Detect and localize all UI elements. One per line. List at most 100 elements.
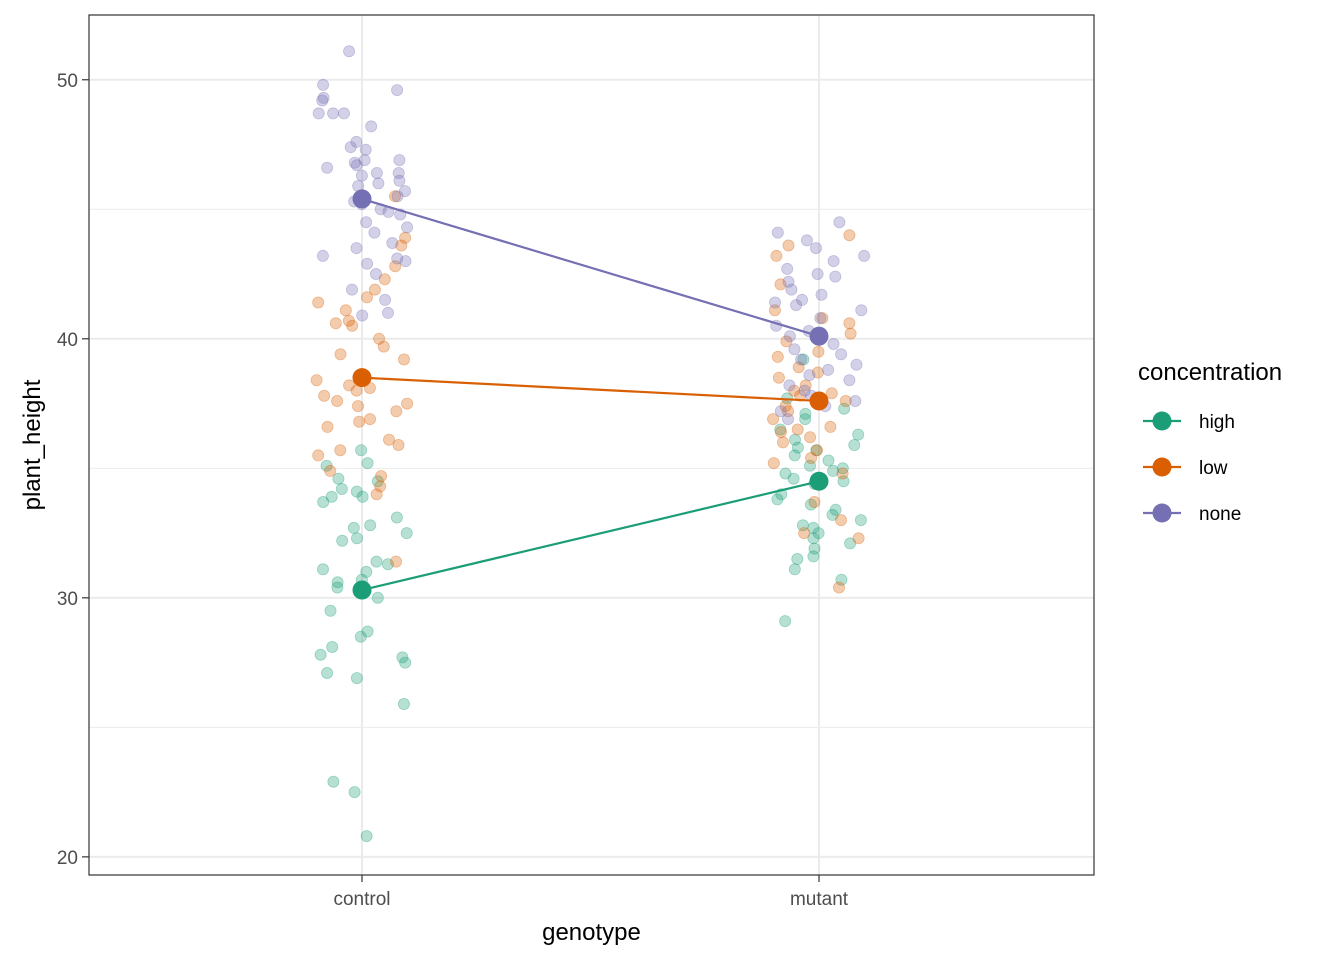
data-point-low xyxy=(799,379,812,392)
data-point-low xyxy=(378,273,391,286)
data-point-none xyxy=(391,252,404,265)
data-point-low xyxy=(794,389,807,402)
data-point-low xyxy=(798,527,811,540)
data-point-none xyxy=(327,107,340,120)
data-point-none xyxy=(361,257,374,270)
data-point-none xyxy=(312,107,325,120)
data-point-none xyxy=(798,384,811,397)
data-point-low xyxy=(779,400,792,413)
data-point-none xyxy=(350,135,363,148)
mean-point-high xyxy=(809,471,829,491)
data-point-low xyxy=(395,239,408,252)
data-point-none xyxy=(393,174,406,187)
data-point-none xyxy=(769,296,782,309)
data-point-low xyxy=(770,249,783,262)
y-axis-title: plant_height xyxy=(19,379,46,510)
data-point-high xyxy=(837,475,850,488)
data-point-high xyxy=(788,563,801,576)
data-point-low xyxy=(825,387,838,400)
data-point-low xyxy=(812,345,825,358)
data-point-high xyxy=(390,511,403,524)
data-point-none xyxy=(771,226,784,239)
data-point-low xyxy=(399,231,412,244)
data-point-high xyxy=(789,433,802,446)
data-point-high xyxy=(350,485,363,498)
data-point-high xyxy=(332,472,345,485)
data-point-high xyxy=(400,527,413,540)
data-point-none xyxy=(355,169,368,182)
data-point-none xyxy=(800,234,813,247)
data-point-low xyxy=(833,581,846,594)
data-point-high xyxy=(361,625,374,638)
data-point-none xyxy=(783,330,796,343)
data-point-low xyxy=(835,514,848,527)
legend-label-low: low xyxy=(1199,458,1228,479)
data-point-low xyxy=(844,327,857,340)
jittered-points xyxy=(310,45,871,843)
data-point-high xyxy=(361,457,374,470)
data-point-high xyxy=(360,565,373,578)
mean-lines xyxy=(361,197,820,592)
data-point-high xyxy=(791,553,804,566)
data-point-low xyxy=(804,431,817,444)
data-point-high xyxy=(827,464,840,477)
data-point-low xyxy=(310,374,323,387)
legend-items: high low none xyxy=(1143,411,1241,525)
data-point-low xyxy=(824,420,837,433)
data-point-high xyxy=(796,519,809,532)
data-point-high xyxy=(822,454,835,467)
data-point-none xyxy=(822,363,835,376)
mean-line-high xyxy=(361,480,820,592)
data-point-high xyxy=(326,641,339,654)
mean-point-high xyxy=(352,580,372,600)
data-point-low xyxy=(324,464,337,477)
data-point-none xyxy=(359,143,372,156)
data-point-high xyxy=(804,498,817,511)
data-point-none xyxy=(372,177,385,190)
data-point-low xyxy=(792,361,805,374)
data-point-high xyxy=(835,573,848,586)
legend-key-point-none xyxy=(1152,503,1172,523)
legend-title: concentration xyxy=(1138,359,1282,386)
data-point-none xyxy=(399,255,412,268)
data-point-low xyxy=(370,488,383,501)
data-point-high xyxy=(807,550,820,563)
data-point-low xyxy=(342,314,355,327)
data-point-high xyxy=(838,402,851,415)
data-point-none xyxy=(781,262,794,275)
data-point-high xyxy=(844,537,857,550)
data-point-high xyxy=(354,630,367,643)
data-point-none xyxy=(783,379,796,392)
data-point-low xyxy=(791,423,804,436)
data-point-low xyxy=(353,415,366,428)
data-point-high xyxy=(347,521,360,534)
data-point-high xyxy=(324,604,337,617)
data-point-none xyxy=(350,159,363,172)
data-point-low xyxy=(839,394,852,407)
data-point-low xyxy=(788,384,801,397)
data-point-low xyxy=(392,438,405,451)
data-point-none xyxy=(795,353,808,366)
data-point-high xyxy=(791,441,804,454)
data-point-none xyxy=(350,242,363,255)
data-point-low xyxy=(774,425,787,438)
data-point-high xyxy=(327,775,340,788)
data-point-none xyxy=(774,405,787,418)
data-point-none xyxy=(811,267,824,280)
data-point-none xyxy=(815,288,828,301)
data-point-low xyxy=(777,436,790,449)
data-point-high xyxy=(316,563,329,576)
data-point-low xyxy=(382,433,395,446)
data-point-none xyxy=(391,190,404,203)
legend: concentration high low none xyxy=(1138,359,1282,525)
data-point-low xyxy=(368,283,381,296)
mean-point-none xyxy=(352,189,372,209)
data-point-high xyxy=(364,519,377,532)
data-point-none xyxy=(337,107,350,120)
x-axis: control mutant xyxy=(333,875,849,910)
data-point-none xyxy=(358,154,371,167)
data-point-none xyxy=(345,283,358,296)
data-point-low xyxy=(389,260,402,273)
data-point-high xyxy=(836,462,849,475)
